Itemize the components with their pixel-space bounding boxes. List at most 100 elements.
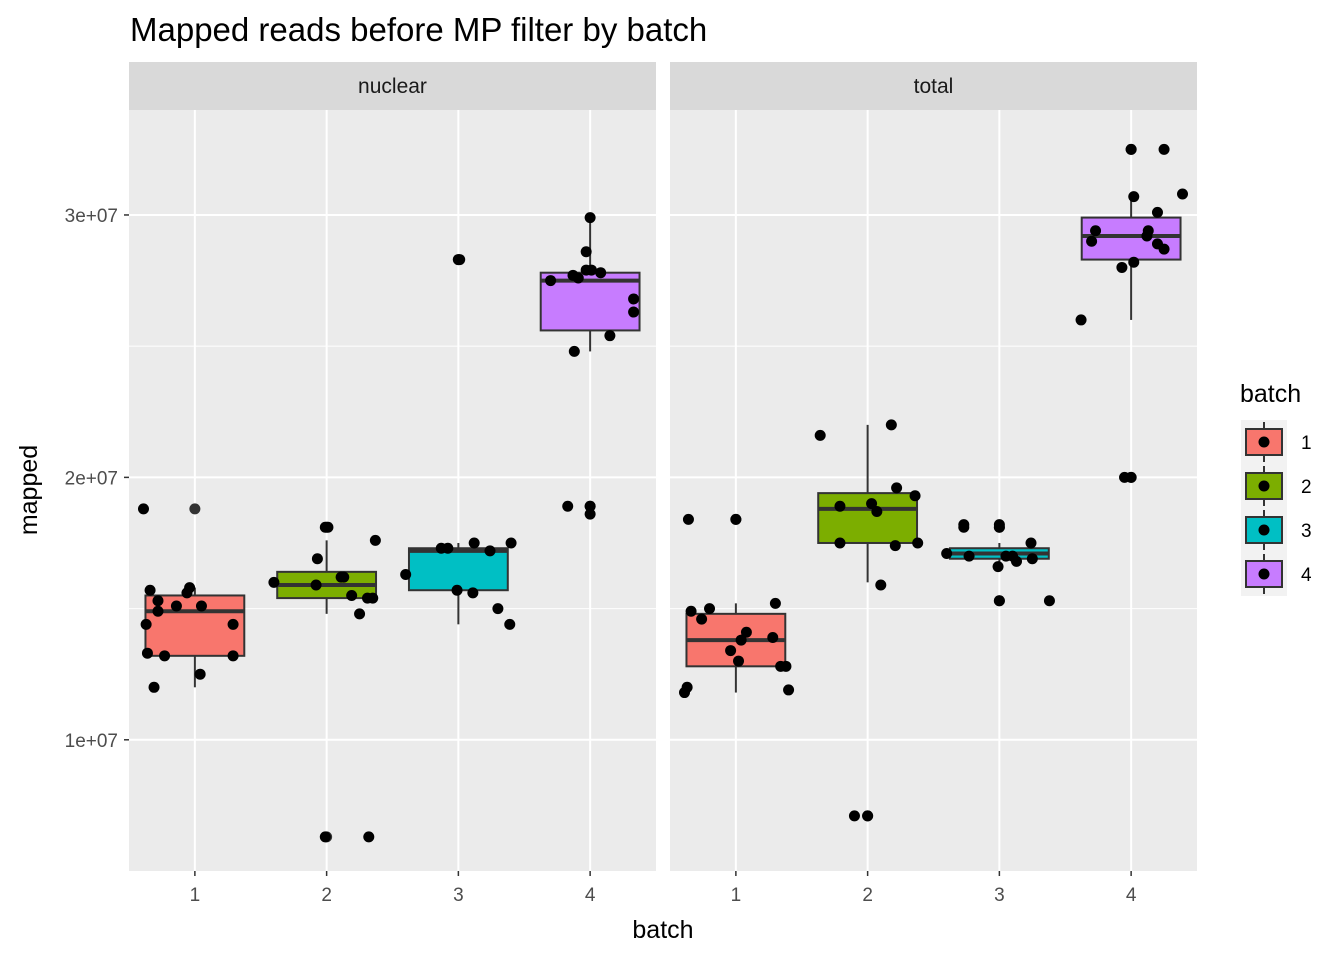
- data-point: [442, 542, 454, 554]
- data-point: [834, 500, 846, 512]
- data-point: [682, 513, 694, 525]
- legend: batch 1 2 3 4: [1240, 380, 1312, 596]
- data-point: [993, 595, 1005, 607]
- data-point: [963, 550, 975, 562]
- data-point: [1011, 555, 1023, 567]
- data-point: [354, 608, 366, 620]
- data-point: [628, 306, 640, 318]
- data-point: [545, 275, 557, 287]
- data-point: [562, 500, 574, 512]
- data-point: [595, 267, 607, 279]
- facet-panel-nuclear: nuclear 1 2 3 4: [129, 62, 656, 906]
- data-point: [311, 553, 323, 565]
- data-point: [367, 592, 379, 604]
- data-point: [369, 534, 381, 546]
- data-point: [1090, 225, 1102, 237]
- legend-key-point: [1258, 568, 1270, 580]
- data-point: [572, 272, 584, 284]
- y-axis-title: mapped: [15, 445, 43, 535]
- data-point: [504, 618, 516, 630]
- data-point: [144, 584, 156, 596]
- data-point: [941, 547, 953, 559]
- data-point: [866, 498, 878, 510]
- data-point: [1142, 225, 1154, 237]
- data-point: [992, 561, 1004, 573]
- data-point: [783, 684, 795, 696]
- data-point: [780, 660, 792, 672]
- data-point: [730, 513, 742, 525]
- data-point: [871, 505, 883, 517]
- data-point: [704, 603, 716, 615]
- data-point: [735, 634, 747, 646]
- data-point: [848, 810, 860, 822]
- data-point: [584, 508, 596, 520]
- outlier-point: [189, 503, 201, 515]
- data-point: [137, 503, 149, 515]
- data-point: [346, 589, 358, 601]
- data-point: [1026, 553, 1038, 565]
- facet-strip-label: nuclear: [358, 75, 427, 98]
- x-tick-label: 1: [731, 885, 742, 906]
- legend-label: 1: [1301, 433, 1312, 454]
- y-tick-label: 2e+07: [65, 468, 118, 489]
- facet-strip: [670, 62, 1197, 110]
- data-point: [152, 595, 164, 607]
- data-point: [1177, 188, 1189, 200]
- data-point: [993, 519, 1005, 531]
- data-point: [889, 540, 901, 552]
- legend-label: 2: [1301, 477, 1312, 498]
- jitter-points: [678, 143, 1189, 822]
- data-point: [468, 537, 480, 549]
- data-point: [740, 626, 752, 638]
- data-point: [322, 521, 334, 533]
- legend-key-3: 3: [1241, 508, 1312, 552]
- data-point: [604, 330, 616, 342]
- data-point: [767, 631, 779, 643]
- data-point: [148, 681, 160, 693]
- facet-strip-label: total: [914, 75, 954, 98]
- chart-title: Mapped reads before MP filter by batch: [130, 11, 707, 48]
- facet-panels: nuclear 1 2 3 4 total 1 2 3 4: [129, 62, 1197, 906]
- data-point: [1158, 243, 1170, 255]
- legend-key-point: [1258, 524, 1270, 536]
- data-point: [400, 568, 412, 580]
- data-point: [584, 212, 596, 224]
- x-axis-title: batch: [632, 916, 693, 944]
- legend-key-point: [1258, 436, 1270, 448]
- x-tick-label: 4: [1126, 885, 1137, 906]
- data-point: [227, 618, 239, 630]
- data-point: [568, 345, 580, 357]
- data-point: [834, 537, 846, 549]
- x-tick-label: 4: [585, 885, 596, 906]
- data-point: [363, 831, 375, 843]
- data-point: [885, 419, 897, 431]
- data-point: [1158, 143, 1170, 155]
- data-point: [140, 618, 152, 630]
- data-point: [1125, 471, 1137, 483]
- data-point: [505, 537, 517, 549]
- data-point: [814, 429, 826, 441]
- x-tick-label: 2: [862, 885, 873, 906]
- data-point: [1086, 235, 1098, 247]
- data-point: [1125, 143, 1137, 155]
- legend-key-point: [1258, 480, 1270, 492]
- y-tick-label: 1e+07: [65, 731, 118, 752]
- data-point: [696, 613, 708, 625]
- facet-strip: [129, 62, 656, 110]
- data-point: [912, 537, 924, 549]
- data-point: [769, 597, 781, 609]
- data-point: [310, 579, 322, 591]
- data-point: [725, 645, 737, 657]
- x-tick-label: 2: [321, 885, 332, 906]
- x-tick-label: 3: [453, 885, 464, 906]
- data-point: [1128, 256, 1140, 268]
- data-point: [484, 545, 496, 557]
- data-point: [1043, 595, 1055, 607]
- data-point: [585, 264, 597, 276]
- data-point: [338, 571, 350, 583]
- panel-background: [129, 110, 656, 871]
- jitter-points: [137, 212, 640, 843]
- data-point: [580, 246, 592, 258]
- data-point: [875, 579, 887, 591]
- data-point: [681, 681, 693, 693]
